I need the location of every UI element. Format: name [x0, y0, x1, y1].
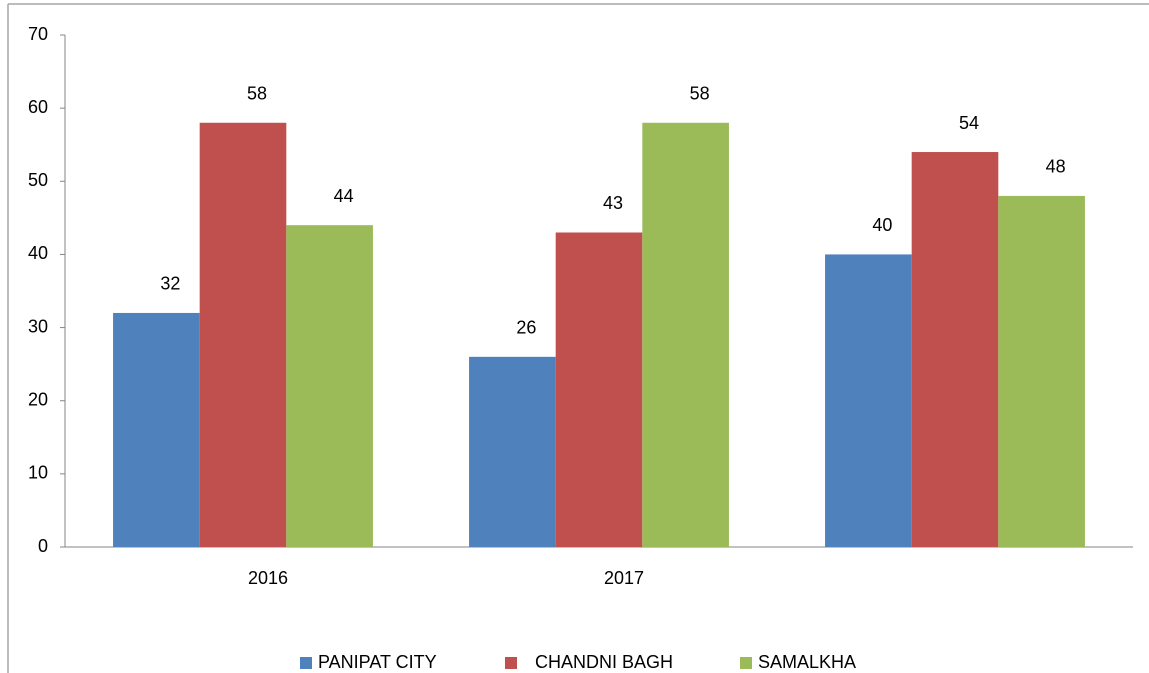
legend-swatch: [300, 657, 312, 669]
legend-label: PANIPAT CITY: [318, 652, 437, 672]
x-tick-label: 2017: [604, 568, 644, 588]
y-tick-label: 40: [28, 243, 48, 263]
y-tick-label: 10: [28, 463, 48, 483]
bar: [199, 122, 287, 548]
legend-label: SAMALKHA: [758, 652, 856, 672]
y-tick-label: 70: [28, 24, 48, 44]
value-label: 40: [872, 215, 892, 235]
value-label: 58: [690, 84, 710, 104]
bar: [825, 254, 912, 547]
bar: [286, 225, 373, 547]
legend-swatch: [505, 657, 517, 669]
value-label: 43: [603, 193, 623, 213]
y-tick-label: 60: [28, 97, 48, 117]
bar: [998, 195, 1085, 547]
bar: [555, 232, 643, 547]
y-tick-label: 50: [28, 170, 48, 190]
bar: [113, 312, 200, 547]
y-tick-label: 20: [28, 389, 48, 409]
bar: [911, 152, 999, 547]
y-tick-label: 30: [28, 316, 48, 336]
y-tick-label: 0: [38, 536, 48, 556]
value-label: 54: [959, 113, 979, 133]
bar: [642, 122, 729, 548]
value-label: 44: [334, 186, 354, 206]
value-label: 26: [516, 318, 536, 338]
value-label: 48: [1046, 157, 1066, 177]
bar: [469, 356, 556, 547]
value-label: 58: [247, 84, 267, 104]
legend-label: CHANDNI BAGH: [535, 652, 673, 672]
x-tick-label: 2016: [248, 568, 288, 588]
legend-swatch: [740, 657, 752, 669]
value-label: 32: [160, 274, 180, 294]
